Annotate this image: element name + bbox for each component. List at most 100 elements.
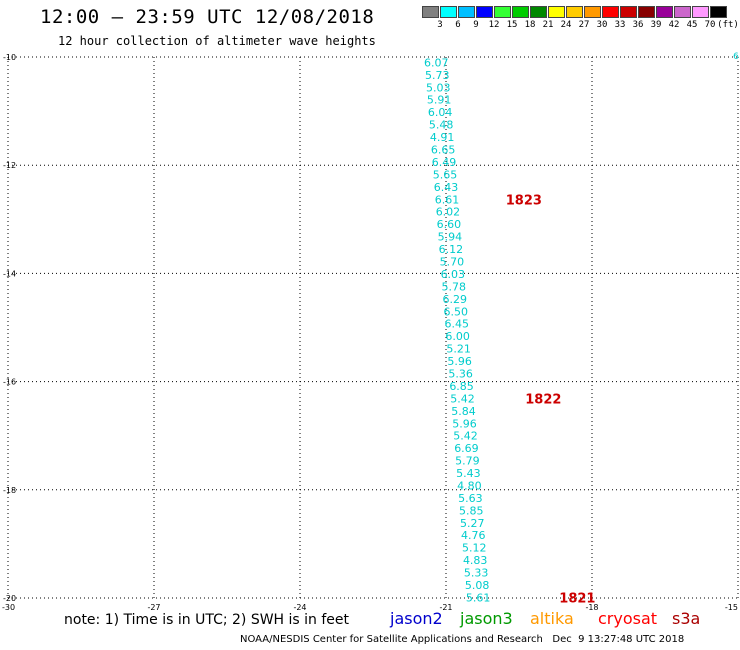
wave-height-label: 5.61 [466, 591, 491, 604]
color-swatch [512, 6, 529, 18]
wave-height-label: 5.12 [462, 542, 487, 555]
color-swatch [602, 6, 619, 18]
y-tick-label: -10 [3, 53, 16, 62]
wave-height-label: 5.96 [452, 417, 477, 430]
units-note: note: 1) Time is in UTC; 2) SWH is in fe… [64, 612, 350, 628]
wave-height-label: 6.61 [435, 193, 460, 206]
wave-height-label: 6.03 [441, 268, 466, 281]
time-label: 1822 [525, 392, 561, 407]
color-scale-tick: 12 [488, 20, 500, 30]
color-scale-tick: 33 [614, 20, 626, 30]
satellite-label-altika: altika [530, 609, 574, 628]
satellite-label-s3a: s3a [672, 609, 701, 628]
wave-height-label: 4.83 [463, 554, 488, 567]
wave-height-label: 6.04 [428, 106, 453, 119]
wave-height-label: 4.76 [461, 529, 486, 542]
color-scale-tick: 6 [455, 20, 461, 30]
wave-height-label: 6.85 [449, 380, 474, 393]
wave-height-label: 5.79 [455, 455, 480, 468]
x-tick-label: -21 [439, 603, 452, 612]
wave-height-label: 5.78 [442, 280, 467, 293]
wave-height-label: 6.29 [443, 293, 468, 306]
color-swatch [422, 6, 439, 18]
x-tick-label: -18 [585, 603, 598, 612]
y-tick-label: -14 [3, 269, 16, 278]
wave-height-label: 5.84 [451, 405, 476, 418]
wave-height-label: 6.45 [444, 318, 469, 331]
color-swatch [620, 6, 637, 18]
color-scale-tick: 36 [632, 20, 644, 30]
color-swatch [566, 6, 583, 18]
color-scale-tick: (ft) [717, 20, 739, 30]
color-scale-tick: 3 [437, 20, 443, 30]
color-scale-tick: 15 [506, 20, 518, 30]
page-title: 12:00 – 23:59 UTC 12/08/2018 [40, 6, 375, 28]
satellite-label-jason2: jason2 [390, 609, 443, 628]
color-swatch [476, 6, 493, 18]
wave-height-label: 5.36 [448, 367, 473, 380]
color-swatch [494, 6, 511, 18]
y-tick-label: -18 [3, 486, 16, 495]
color-scale-tick: 18 [524, 20, 536, 30]
wave-height-label: 5.48 [429, 119, 454, 132]
wave-height-label: 5.33 [464, 567, 489, 580]
wave-height-label: 5.42 [450, 392, 475, 405]
wave-height-label: 5.85 [459, 504, 484, 517]
wave-height-label: 6.43 [434, 181, 459, 194]
wave-height-label: 5.70 [440, 255, 465, 268]
wave-height-label: 5.27 [460, 517, 485, 530]
time-label: 1821 [559, 591, 595, 606]
color-swatch [548, 6, 565, 18]
wave-height-label: 5.21 [446, 343, 471, 356]
wave-height-label: 6.50 [443, 305, 468, 318]
edge-wave-label: 6 [733, 52, 739, 62]
color-scale-tick: 70 [704, 20, 716, 30]
y-tick-label: -12 [3, 161, 16, 170]
color-swatch [674, 6, 691, 18]
y-tick-label: -16 [3, 378, 16, 387]
color-swatch [530, 6, 547, 18]
color-scale-tick: 45 [686, 20, 698, 30]
wave-height-label: 6.02 [436, 206, 461, 219]
color-scale-tick: 21 [542, 20, 554, 30]
wave-height-label: 5.08 [465, 579, 490, 592]
time-label: 1823 [506, 193, 542, 208]
color-swatch [440, 6, 457, 18]
wave-height-label: 6.65 [431, 144, 456, 157]
wave-height-label: 5.96 [447, 355, 472, 368]
wave-height-label: 6.69 [454, 442, 479, 455]
color-scale-tick: 27 [578, 20, 590, 30]
wave-height-label: 5.91 [427, 94, 452, 107]
satellite-label-cryosat: cryosat [598, 609, 658, 628]
x-tick-label: -24 [293, 603, 306, 612]
wave-height-label: 5.43 [456, 467, 481, 480]
wave-height-label: 5.73 [425, 69, 450, 82]
page-subtitle: 12 hour collection of altimeter wave hei… [58, 34, 376, 48]
color-swatch [458, 6, 475, 18]
color-scale-tick: 24 [560, 20, 572, 30]
wave-height-label: 6.49 [432, 156, 457, 169]
wave-height-label: 5.65 [433, 168, 458, 181]
color-scale-tick: 42 [668, 20, 680, 30]
footer-credit: NOAA/NESDIS Center for Satellite Applica… [240, 634, 685, 645]
color-swatch [584, 6, 601, 18]
x-tick-label: -27 [147, 603, 160, 612]
wave-height-label: 5.63 [458, 492, 483, 505]
wave-height-label: 5.94 [438, 231, 463, 244]
wave-height-label: 6.07 [424, 56, 449, 69]
color-swatch [692, 6, 709, 18]
wave-height-label: 5.03 [426, 81, 451, 94]
wave-height-label: 4.80 [457, 479, 482, 492]
y-tick-label: -20 [3, 594, 16, 603]
wave-height-label: 6.00 [445, 330, 470, 343]
color-swatch [638, 6, 655, 18]
wave-height-label: 6.12 [439, 243, 464, 256]
satellite-label-jason3: jason3 [460, 609, 513, 628]
x-tick-label: -30 [2, 603, 15, 612]
color-swatch [710, 6, 727, 18]
color-scale-tick: 39 [650, 20, 662, 30]
wave-height-label: 5.42 [453, 430, 478, 443]
color-swatch [656, 6, 673, 18]
